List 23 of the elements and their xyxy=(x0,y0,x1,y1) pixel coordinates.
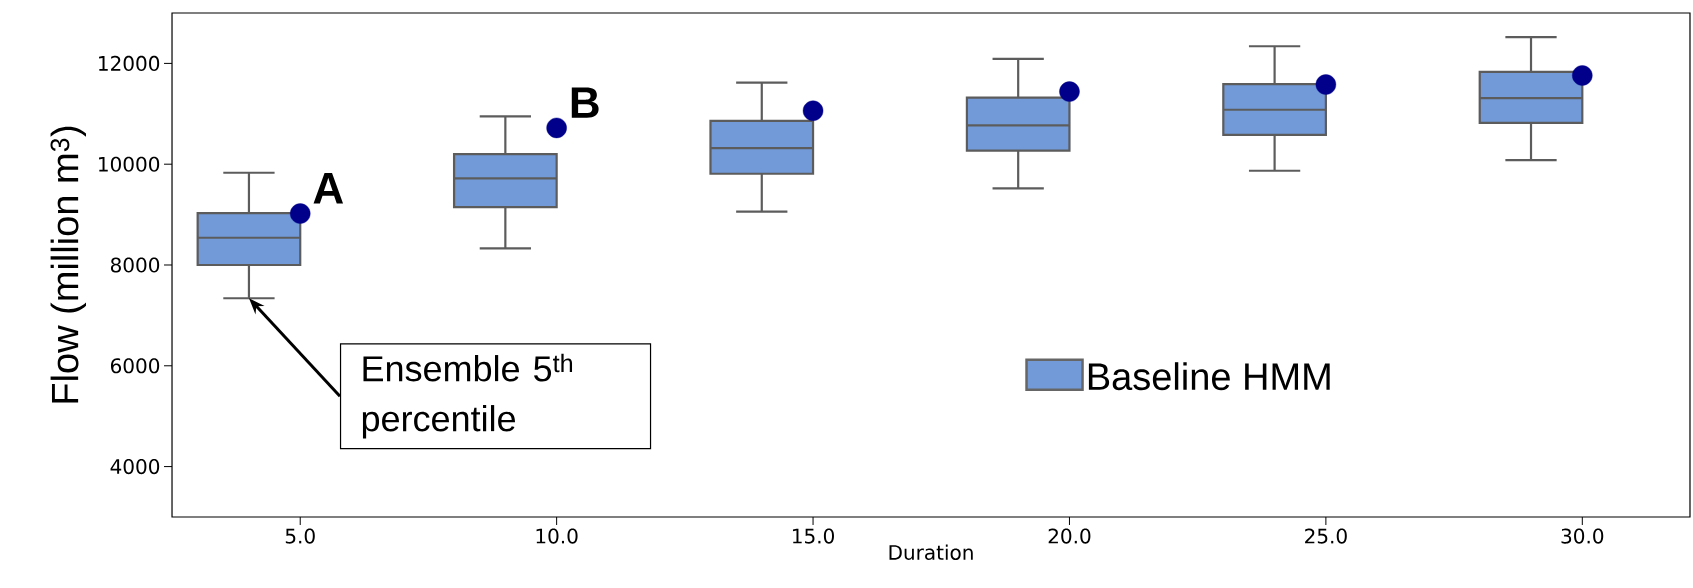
x-tick-label: 10.0 xyxy=(536,528,578,544)
point xyxy=(546,117,567,139)
point xyxy=(1315,74,1337,95)
annotation: A xyxy=(313,173,344,204)
x-tick-label: 20.0 xyxy=(1048,528,1091,544)
x-tick-label: 25.0 xyxy=(1305,528,1347,544)
point xyxy=(802,100,824,121)
y-tick-label: 12000 xyxy=(99,55,160,71)
y-tick-label: 8000 xyxy=(110,257,160,273)
y-tick-label: 10000 xyxy=(99,156,160,172)
x-tick-label: 15.0 xyxy=(792,528,834,544)
point xyxy=(1059,81,1080,102)
text: Ensemble 5$^{th}$ percentile xyxy=(362,353,573,439)
annotation: B xyxy=(571,87,599,118)
point xyxy=(1572,65,1593,86)
point xyxy=(290,203,311,224)
x-tick-label: 30.0 xyxy=(1561,528,1604,544)
legend-label: Baseline HMM xyxy=(1088,362,1330,391)
y-tick-label: 4000 xyxy=(110,459,160,475)
y-tick-label: 6000 xyxy=(110,358,160,374)
x-tick-label: 5.0 xyxy=(285,528,315,544)
y-axis-title: Flow (million m$^{3}$) xyxy=(50,126,86,403)
x-axis-title: Duration xyxy=(889,544,973,560)
